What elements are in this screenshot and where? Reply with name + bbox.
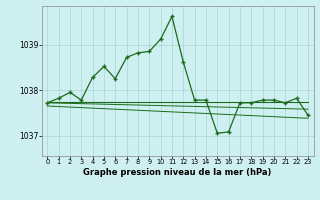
X-axis label: Graphe pression niveau de la mer (hPa): Graphe pression niveau de la mer (hPa) [84,168,272,177]
